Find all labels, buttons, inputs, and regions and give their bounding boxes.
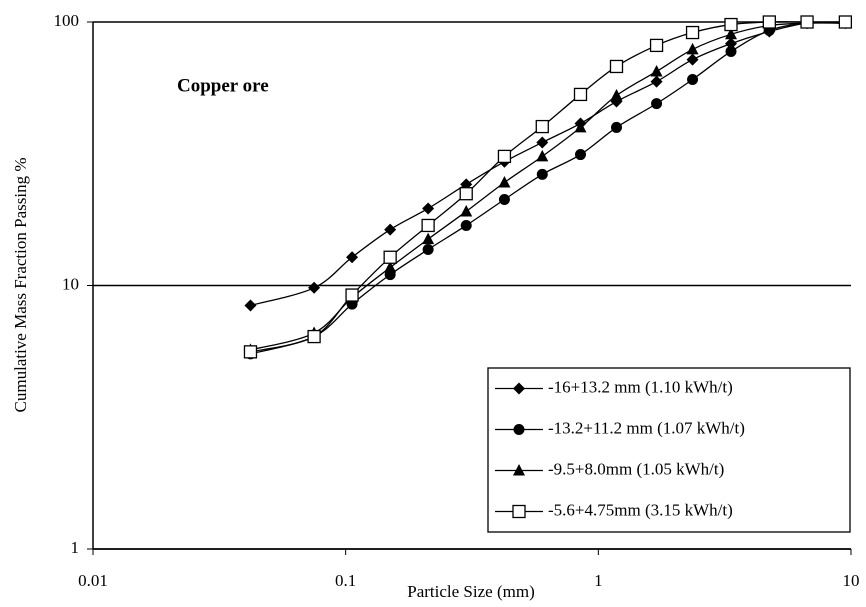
marker bbox=[724, 17, 738, 32]
y-tick-label: 10 bbox=[62, 274, 79, 293]
series-line bbox=[250, 22, 846, 351]
legend-label: -5.6+4.75mm (3.15 kWh/t) bbox=[548, 500, 733, 519]
marker bbox=[307, 329, 321, 344]
marker bbox=[422, 202, 435, 215]
marker bbox=[725, 45, 737, 57]
marker bbox=[459, 187, 473, 201]
x-tick-label: 1 bbox=[594, 571, 603, 590]
marker bbox=[513, 424, 525, 435]
marker bbox=[536, 149, 549, 162]
marker bbox=[651, 98, 663, 110]
annotation: Copper ore bbox=[177, 75, 269, 96]
legend-label: -16+13.2 mm (1.10 kWh/t) bbox=[548, 377, 733, 396]
marker bbox=[535, 119, 549, 134]
y-axis-label: Cumulative Mass Fraction Passing % bbox=[11, 158, 30, 413]
marker bbox=[498, 194, 510, 206]
marker bbox=[512, 504, 526, 519]
marker bbox=[762, 15, 776, 29]
series-line bbox=[250, 21, 846, 355]
marker bbox=[346, 251, 359, 264]
marker bbox=[650, 64, 663, 77]
marker bbox=[345, 288, 359, 302]
marker bbox=[610, 89, 623, 101]
x-axis-label: Particle Size (mm) bbox=[407, 582, 534, 601]
y-tick-label: 1 bbox=[71, 538, 80, 557]
marker bbox=[513, 382, 525, 395]
marker bbox=[498, 175, 511, 188]
marker bbox=[686, 53, 699, 66]
marker bbox=[573, 87, 588, 102]
legend-label: -13.2+11.2 mm (1.07 kWh/t) bbox=[548, 418, 745, 437]
marker bbox=[610, 121, 622, 133]
marker bbox=[244, 299, 257, 312]
marker bbox=[649, 38, 664, 53]
marker bbox=[383, 250, 397, 264]
series-line bbox=[250, 21, 846, 307]
marker bbox=[384, 223, 397, 236]
marker bbox=[421, 218, 435, 233]
y-tick-label: 100 bbox=[54, 11, 80, 30]
marker bbox=[384, 261, 397, 273]
x-tick-label: 0.01 bbox=[78, 571, 108, 590]
marker bbox=[838, 15, 853, 29]
marker bbox=[724, 27, 737, 40]
marker bbox=[422, 232, 435, 245]
legend-box bbox=[487, 367, 851, 533]
legend-label: -9.5+8.0mm (1.05 kWh/t) bbox=[548, 459, 724, 478]
marker bbox=[460, 219, 472, 231]
marker bbox=[609, 59, 624, 74]
x-tick-label: 10 bbox=[843, 571, 860, 590]
marker bbox=[650, 75, 663, 88]
marker bbox=[536, 136, 549, 149]
marker bbox=[685, 25, 700, 40]
marker bbox=[422, 243, 434, 255]
marker bbox=[686, 42, 699, 55]
marker bbox=[513, 464, 525, 476]
marker bbox=[243, 345, 258, 359]
marker bbox=[308, 281, 321, 294]
series-line bbox=[250, 21, 846, 353]
marker bbox=[460, 204, 473, 217]
marker bbox=[497, 149, 512, 164]
marker bbox=[687, 74, 699, 86]
x-tick-label: 0.1 bbox=[335, 571, 356, 590]
marker bbox=[724, 37, 737, 50]
marker bbox=[536, 168, 548, 180]
marker bbox=[800, 15, 814, 29]
marker bbox=[574, 120, 587, 133]
marker bbox=[574, 149, 586, 161]
